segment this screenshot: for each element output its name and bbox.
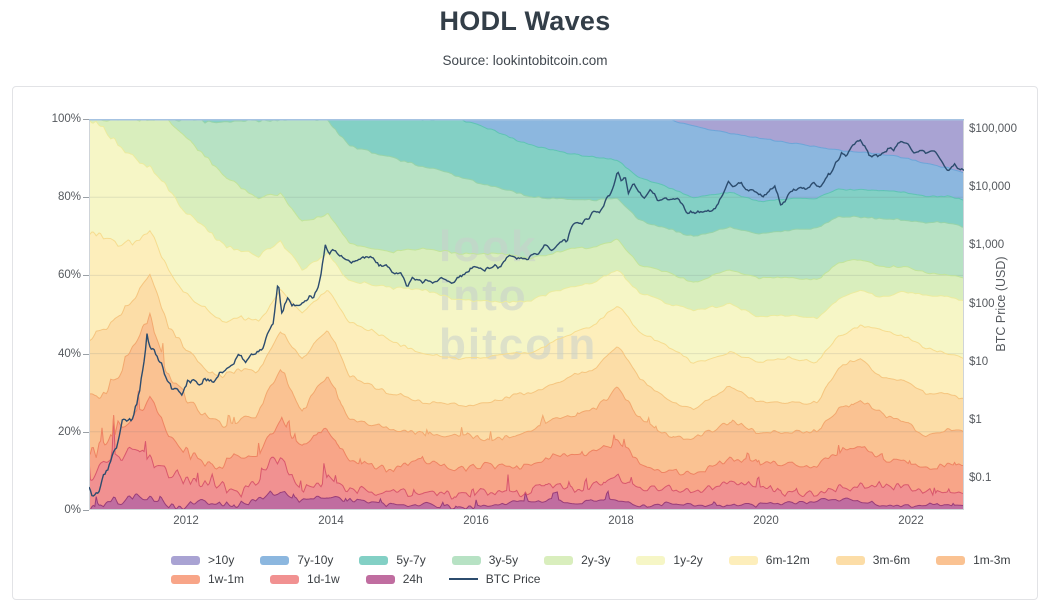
y-axis-tickmark-left xyxy=(83,431,89,433)
y-axis-tickmark-left xyxy=(83,510,89,511)
watermark-line: look xyxy=(439,222,537,271)
chart-source: Source: lookintobitcoin.com xyxy=(442,53,608,68)
y-axis-tick-right: $100,000 xyxy=(969,123,1017,135)
legend-item-2y-3y[interactable]: 2y-3y xyxy=(544,553,610,567)
legend-swatch xyxy=(936,555,966,565)
y-axis-tick-left: 60% xyxy=(57,269,81,282)
legend-label: BTC Price xyxy=(485,572,541,586)
legend-item-3y-5y[interactable]: 3y-5y xyxy=(451,553,519,567)
band-edge-2y-3y xyxy=(89,119,964,283)
band->10y xyxy=(89,119,964,173)
hodl-waves-plot[interactable]: lookintobitcoin xyxy=(89,119,964,510)
band-24h xyxy=(89,491,964,510)
band-1y-2y xyxy=(89,119,964,364)
y-axis-tick-right: $0.1 xyxy=(969,472,992,485)
y-axis-tickmark-left xyxy=(83,119,89,120)
legend-swatch xyxy=(365,574,395,584)
legend-item-1m-3m[interactable]: 1m-3m xyxy=(936,553,1010,567)
legend-swatch xyxy=(270,574,300,584)
legend-swatch xyxy=(171,555,200,565)
legend-swatch xyxy=(728,555,758,565)
band-2y-3y xyxy=(89,119,964,319)
y-axis-tick-left: 80% xyxy=(57,191,81,204)
band-edge-1m-3m xyxy=(89,311,964,442)
x-axis-tick: 2018 xyxy=(608,515,634,527)
legend-label: 24h xyxy=(402,572,423,586)
y-axis-tick-right: $1,000 xyxy=(969,239,1005,252)
legend-swatch xyxy=(835,555,865,565)
band-edge-24h xyxy=(89,489,964,510)
legend-item-6m-12m[interactable]: 6m-12m xyxy=(728,553,810,567)
legend-swatch xyxy=(451,555,481,565)
band-1w-1m xyxy=(89,390,964,499)
legend-label: 1d-1w xyxy=(307,572,340,586)
y-axis-tick-left: 0% xyxy=(64,504,81,516)
legend-label: 2y-3y xyxy=(581,553,611,567)
legend-label: 1m-3m xyxy=(973,553,1011,567)
x-axis-tick: 2022 xyxy=(898,515,924,527)
y-axis-tick-left: 40% xyxy=(57,347,81,360)
legend-item-1w-1m[interactable]: 1w-1m xyxy=(171,572,244,586)
x-axis-tick: 2020 xyxy=(753,515,779,527)
legend-item-24h[interactable]: 24h xyxy=(365,572,423,586)
legend-item--10y[interactable]: >10y xyxy=(171,553,234,567)
legend-label: 3m-6m xyxy=(872,553,911,567)
legend-label: 5y-7y xyxy=(396,553,426,567)
band-7y-10y xyxy=(89,119,964,202)
band-edge-1w-1m xyxy=(89,390,964,476)
x-axis-tick: 2016 xyxy=(463,515,489,527)
page-title: HODL Waves xyxy=(439,6,611,36)
legend-label: 6m-12m xyxy=(765,553,810,567)
watermark-line: bitcoin xyxy=(439,320,597,369)
band-edge-1d-1w xyxy=(89,415,964,500)
legend-swatch xyxy=(544,555,574,565)
y-axis-tick-left: 20% xyxy=(57,425,81,438)
y-axis-tick-right: $1 xyxy=(969,414,982,426)
legend-label: 7y-10y xyxy=(297,553,334,567)
legend-item-1y-2y[interactable]: 1y-2y xyxy=(636,553,703,567)
legend-item-btc-price[interactable]: BTC Price xyxy=(448,572,541,586)
legend-item-1d-1w[interactable]: 1d-1w xyxy=(270,572,340,586)
legend-swatch xyxy=(359,555,389,565)
band-5y-7y xyxy=(89,119,964,237)
band-3m-6m xyxy=(89,274,964,441)
y-axis-tickmark-left xyxy=(83,197,89,199)
band-edge-1y-2y xyxy=(89,119,964,320)
legend-swatch xyxy=(636,555,666,565)
band-1m-3m xyxy=(89,313,964,475)
legend-label: 1w-1m xyxy=(208,572,245,586)
legend-item-5y-7y[interactable]: 5y-7y xyxy=(359,553,426,567)
y-axis-tick-right: $10 xyxy=(969,355,989,368)
y-axis-tick-right: $10,000 xyxy=(969,181,1011,194)
x-axis-tick: 2014 xyxy=(318,515,344,527)
btc-price-line xyxy=(89,138,964,497)
band-edge-6m-12m xyxy=(89,229,964,364)
legend-item-3m-6m[interactable]: 3m-6m xyxy=(835,553,911,567)
legend-label: >10y xyxy=(208,553,235,567)
band-3y-5y xyxy=(89,119,964,283)
watermark-line: into xyxy=(439,271,528,320)
legend-item-7y-10y[interactable]: 7y-10y xyxy=(260,553,333,567)
chart-card: look into bitcoin BTC Price (USD) >10y 7y-1… xyxy=(12,86,1038,600)
band-edge-3m-6m xyxy=(89,273,964,411)
legend-label: 3y-5y xyxy=(488,553,519,567)
legend-label: 1y-2y xyxy=(673,553,703,567)
y-axis-tickmark-left xyxy=(83,353,89,355)
legend: >10y 7y-10y 5y-7y 3y-5y 2y-3y 1y-2y 6m-12m 3m-6… xyxy=(171,553,1050,586)
y-axis-tickmark-left xyxy=(83,275,89,277)
y-axis-tick-right: $100 xyxy=(969,297,995,310)
legend-swatch xyxy=(260,555,290,565)
legend-line-swatch xyxy=(448,578,478,580)
legend-swatch xyxy=(171,574,200,584)
x-axis-tick: 2012 xyxy=(173,515,199,527)
y-axis-tick-left: 100% xyxy=(51,113,81,125)
band-6m-12m xyxy=(89,230,964,410)
